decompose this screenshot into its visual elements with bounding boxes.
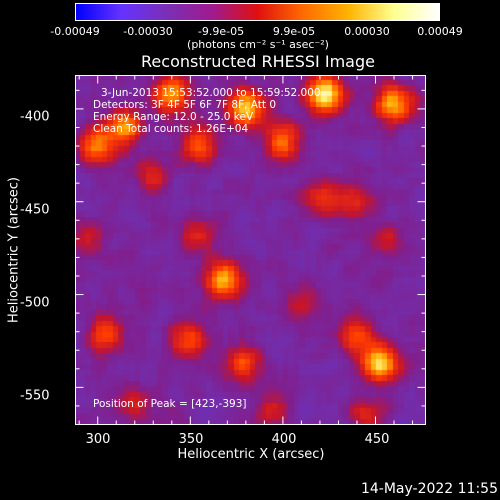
heatmap-image [75, 75, 426, 425]
detectors-annotation: Detectors: 3F 4F 5F 6F 7F 8F, Att 0 [93, 99, 277, 111]
clean-counts-annotation: Clean Total counts: 1.26E+04 [93, 123, 249, 135]
x-tick-label: 350 [178, 432, 204, 447]
time-range-annotation: 3-Jun-2013 15:53:52.000 to 15:59:52.000 [101, 87, 321, 99]
y-tick-label: -550 [20, 388, 50, 404]
tick-marks [75, 75, 426, 425]
colorbar-tick: 0.00030 [344, 25, 390, 38]
peak-position-annotation: Position of Peak = [423,-393] [93, 398, 247, 410]
colorbar-tick: -0.00030 [123, 25, 173, 38]
colorbar [75, 3, 440, 21]
colorbar-tick: 9.9e-05 [272, 25, 316, 38]
plot-border [75, 75, 426, 425]
colorbar-units: (photons cm⁻² s⁻¹ asec⁻²) [187, 38, 329, 51]
y-tick-label: -400 [20, 109, 50, 125]
timestamp: 14-May-2022 11:55 [360, 481, 498, 497]
x-tick-label: 300 [85, 432, 111, 447]
y-tick-label: -500 [20, 295, 50, 311]
x-tick-label: 450 [364, 432, 390, 447]
x-axis-label: Heliocentric X (arcsec) [177, 447, 325, 462]
y-tick-label: -450 [20, 202, 50, 218]
colorbar-tick: -9.9e-05 [197, 25, 245, 38]
y-axis-label: Heliocentric Y (arcsec) [6, 177, 22, 323]
colorbar-tick: 0.00049 [417, 25, 463, 38]
chart-title: Reconstructed RHESSI Image [141, 52, 375, 71]
colorbar-tick: -0.00049 [50, 25, 100, 38]
x-tick-label: 400 [271, 432, 297, 447]
energy-range-annotation: Energy Range: 12.0 - 25.0 keV [93, 111, 254, 123]
